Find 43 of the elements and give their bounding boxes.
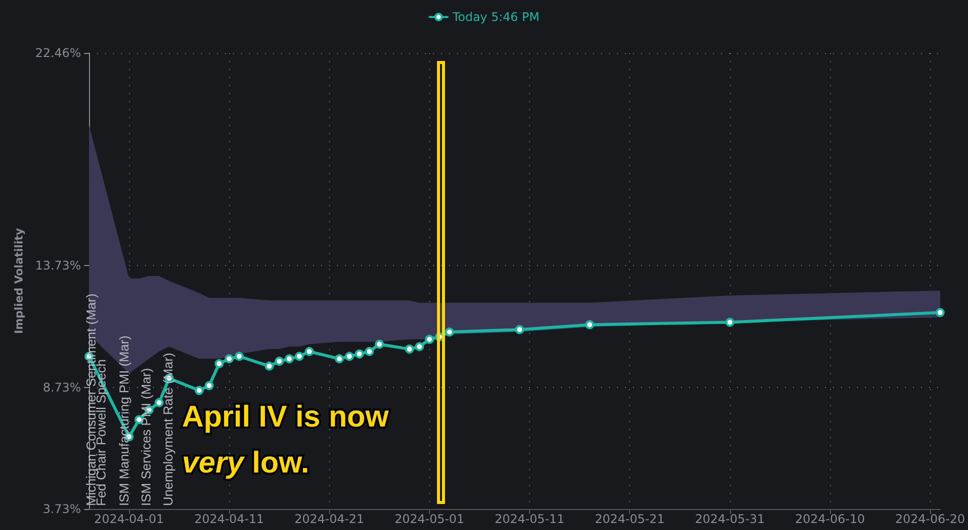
point <box>374 340 384 349</box>
legend-label: Today 5:46 PM <box>452 10 540 24</box>
annotation: Unemployment Rate (Mar) <box>160 352 176 506</box>
point <box>304 346 314 356</box>
annotation: ISM Manufacturing PMI (Mar) <box>116 336 132 506</box>
point <box>334 354 344 364</box>
point <box>725 318 734 327</box>
x-tick-label: 2024-04-01 <box>94 512 164 526</box>
annotation: ISM Services PMI (Mar) <box>138 368 154 506</box>
point <box>444 328 454 337</box>
point <box>274 356 284 366</box>
point <box>264 362 274 371</box>
point <box>585 320 594 330</box>
y-tick-label: 8.73% <box>42 380 81 394</box>
point <box>364 346 374 356</box>
point <box>344 352 354 361</box>
y-axis-title: Implied Volatility <box>12 228 26 334</box>
x-tick-label: 2024-04-11 <box>194 512 264 526</box>
point <box>224 354 234 364</box>
point <box>214 359 224 368</box>
x-tick-label: 2024-06-10 <box>795 512 865 526</box>
point <box>404 344 414 354</box>
y-tick-label: 13.73% <box>35 258 81 273</box>
point <box>936 308 945 318</box>
y-tick-label: 3.73% <box>42 502 81 516</box>
y-tick-label: 22.46% <box>35 46 81 60</box>
point <box>204 381 214 390</box>
point <box>515 325 524 334</box>
point <box>194 386 204 395</box>
point <box>154 398 164 408</box>
x-tick-label: 2024-06-20 <box>895 512 966 526</box>
point <box>234 352 244 361</box>
x-tick-label: 2024-05-31 <box>694 512 765 526</box>
point <box>294 352 304 361</box>
x-tick-label: 2024-04-21 <box>294 512 364 526</box>
point <box>284 354 294 364</box>
point <box>354 349 364 358</box>
annotation: April IV is now very low. <box>182 400 390 480</box>
point <box>414 342 424 352</box>
x-tick-label: 2024-05-11 <box>494 512 564 526</box>
point <box>424 334 434 344</box>
x-tick-label: 2024-05-21 <box>594 512 665 526</box>
x-tick-label: 2024-05-01 <box>394 512 464 526</box>
